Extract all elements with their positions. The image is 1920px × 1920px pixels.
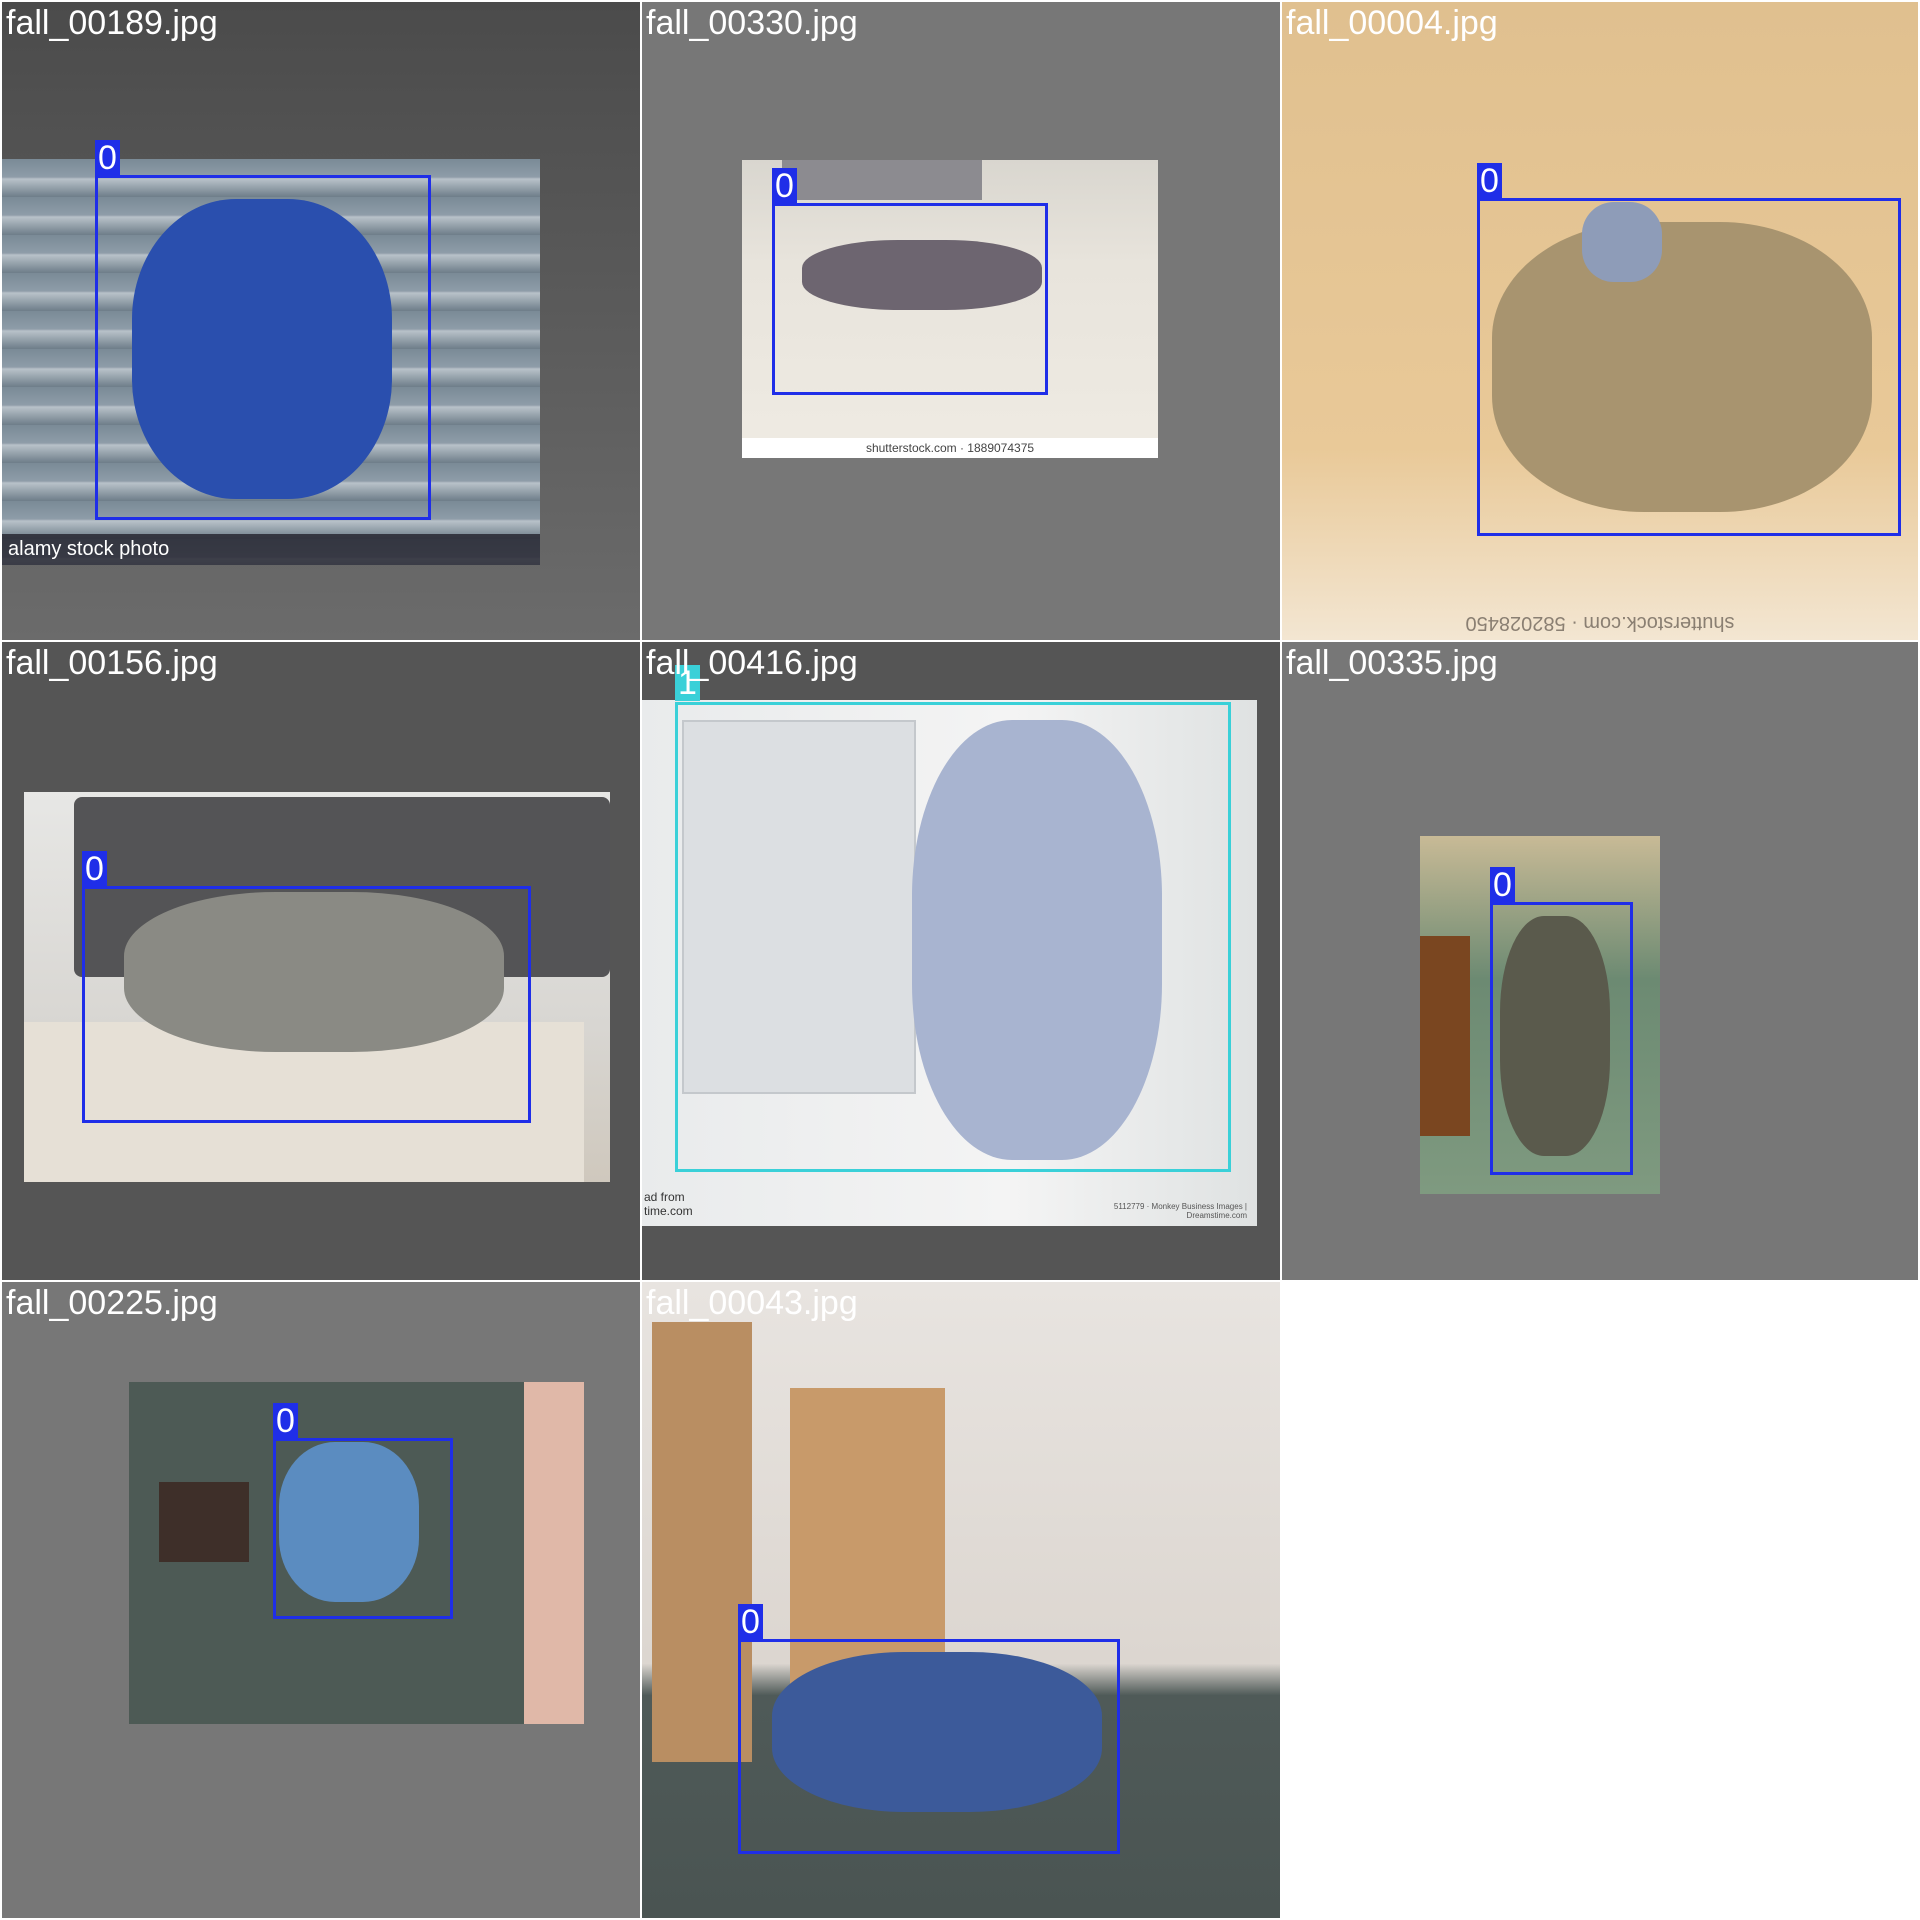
tile-fall-00225[interactable]: fall_00225.jpg 0 <box>2 1282 640 1918</box>
tile-filename: fall_00043.jpg <box>646 1284 858 1322</box>
person-figure <box>279 1442 419 1602</box>
cabinet-shape <box>652 1322 752 1762</box>
detection-box[interactable]: 0 <box>82 851 531 1123</box>
watermark: shutterstock.com · 582028450 <box>1465 612 1735 634</box>
person-figure <box>802 240 1042 310</box>
watermark-left: ad from time.com <box>644 1190 693 1218</box>
photo <box>1420 836 1660 1194</box>
watermark-right: 5112779 · Monkey Business Images | Dream… <box>1113 1202 1247 1220</box>
tile-fall-00416[interactable]: fall_00416.jpg ad from time.com 5112779 … <box>642 642 1280 1280</box>
detection-box[interactable]: 0 <box>1477 163 1901 536</box>
grid-divider <box>1280 0 1282 1920</box>
tile-filename: fall_00189.jpg <box>6 4 218 42</box>
class-label: 0 <box>273 1403 298 1439</box>
class-label: 1 <box>675 665 700 701</box>
sofa-shape <box>782 160 982 200</box>
tile-fall-00189[interactable]: fall_00189.jpg alamy stock photo 0 <box>2 2 640 640</box>
person-figure <box>132 199 392 499</box>
person-figure <box>1492 222 1872 512</box>
hat-shape <box>1582 202 1662 282</box>
desk-shape <box>524 1382 584 1724</box>
class-label: 0 <box>1477 163 1502 199</box>
tile-fall-00330[interactable]: fall_00330.jpg shutterstock.com · 188907… <box>642 2 1280 640</box>
watermark: shutterstock.com · 1889074375 <box>742 438 1158 458</box>
class-label: 0 <box>772 168 797 204</box>
grid-divider <box>0 1280 1920 1282</box>
watermark: alamy stock photo <box>2 534 540 565</box>
tile-filename: fall_00225.jpg <box>6 1284 218 1322</box>
tile-filename: fall_00330.jpg <box>646 4 858 42</box>
photo: alamy stock photo <box>2 159 540 565</box>
tile-filename: fall_00004.jpg <box>1286 4 1498 42</box>
tile-filename: fall_00156.jpg <box>6 644 218 682</box>
detection-box[interactable]: 0 <box>772 168 1048 395</box>
class-label: 0 <box>82 851 107 887</box>
person-figure <box>912 720 1162 1160</box>
person-figure <box>1500 916 1610 1156</box>
detection-box[interactable]: 0 <box>273 1403 453 1619</box>
detection-box[interactable]: 0 <box>738 1604 1120 1854</box>
tile-fall-00156[interactable]: fall_00156.jpg 0 <box>2 642 640 1280</box>
detection-box[interactable]: 0 <box>95 140 431 520</box>
tile-fall-00043[interactable]: fall_00043.jpg 0 <box>642 1282 1280 1918</box>
class-label: 0 <box>1490 867 1515 903</box>
grid-divider <box>0 640 1920 642</box>
class-label: 0 <box>95 140 120 176</box>
tile-filename: fall_00335.jpg <box>1286 644 1498 682</box>
photo: shutterstock.com · 1889074375 <box>742 160 1158 458</box>
person-figure <box>124 892 504 1052</box>
tile-fall-00004[interactable]: fall_00004.jpg shutterstock.com · 582028… <box>1282 2 1918 640</box>
class-label: 0 <box>738 1604 763 1640</box>
tile-fall-00335[interactable]: fall_00335.jpg 0 <box>1282 642 1918 1280</box>
grid-divider <box>640 0 642 1920</box>
detection-box[interactable]: 1 <box>675 665 1231 1172</box>
person-figure <box>772 1652 1102 1812</box>
banister-shape <box>1420 936 1470 1136</box>
chair-shape <box>159 1482 249 1562</box>
detection-box[interactable]: 0 <box>1490 867 1633 1175</box>
tile-filename: fall_00416.jpg <box>646 644 858 682</box>
photo: ad from time.com 5112779 · Monkey Busine… <box>642 700 1257 1226</box>
